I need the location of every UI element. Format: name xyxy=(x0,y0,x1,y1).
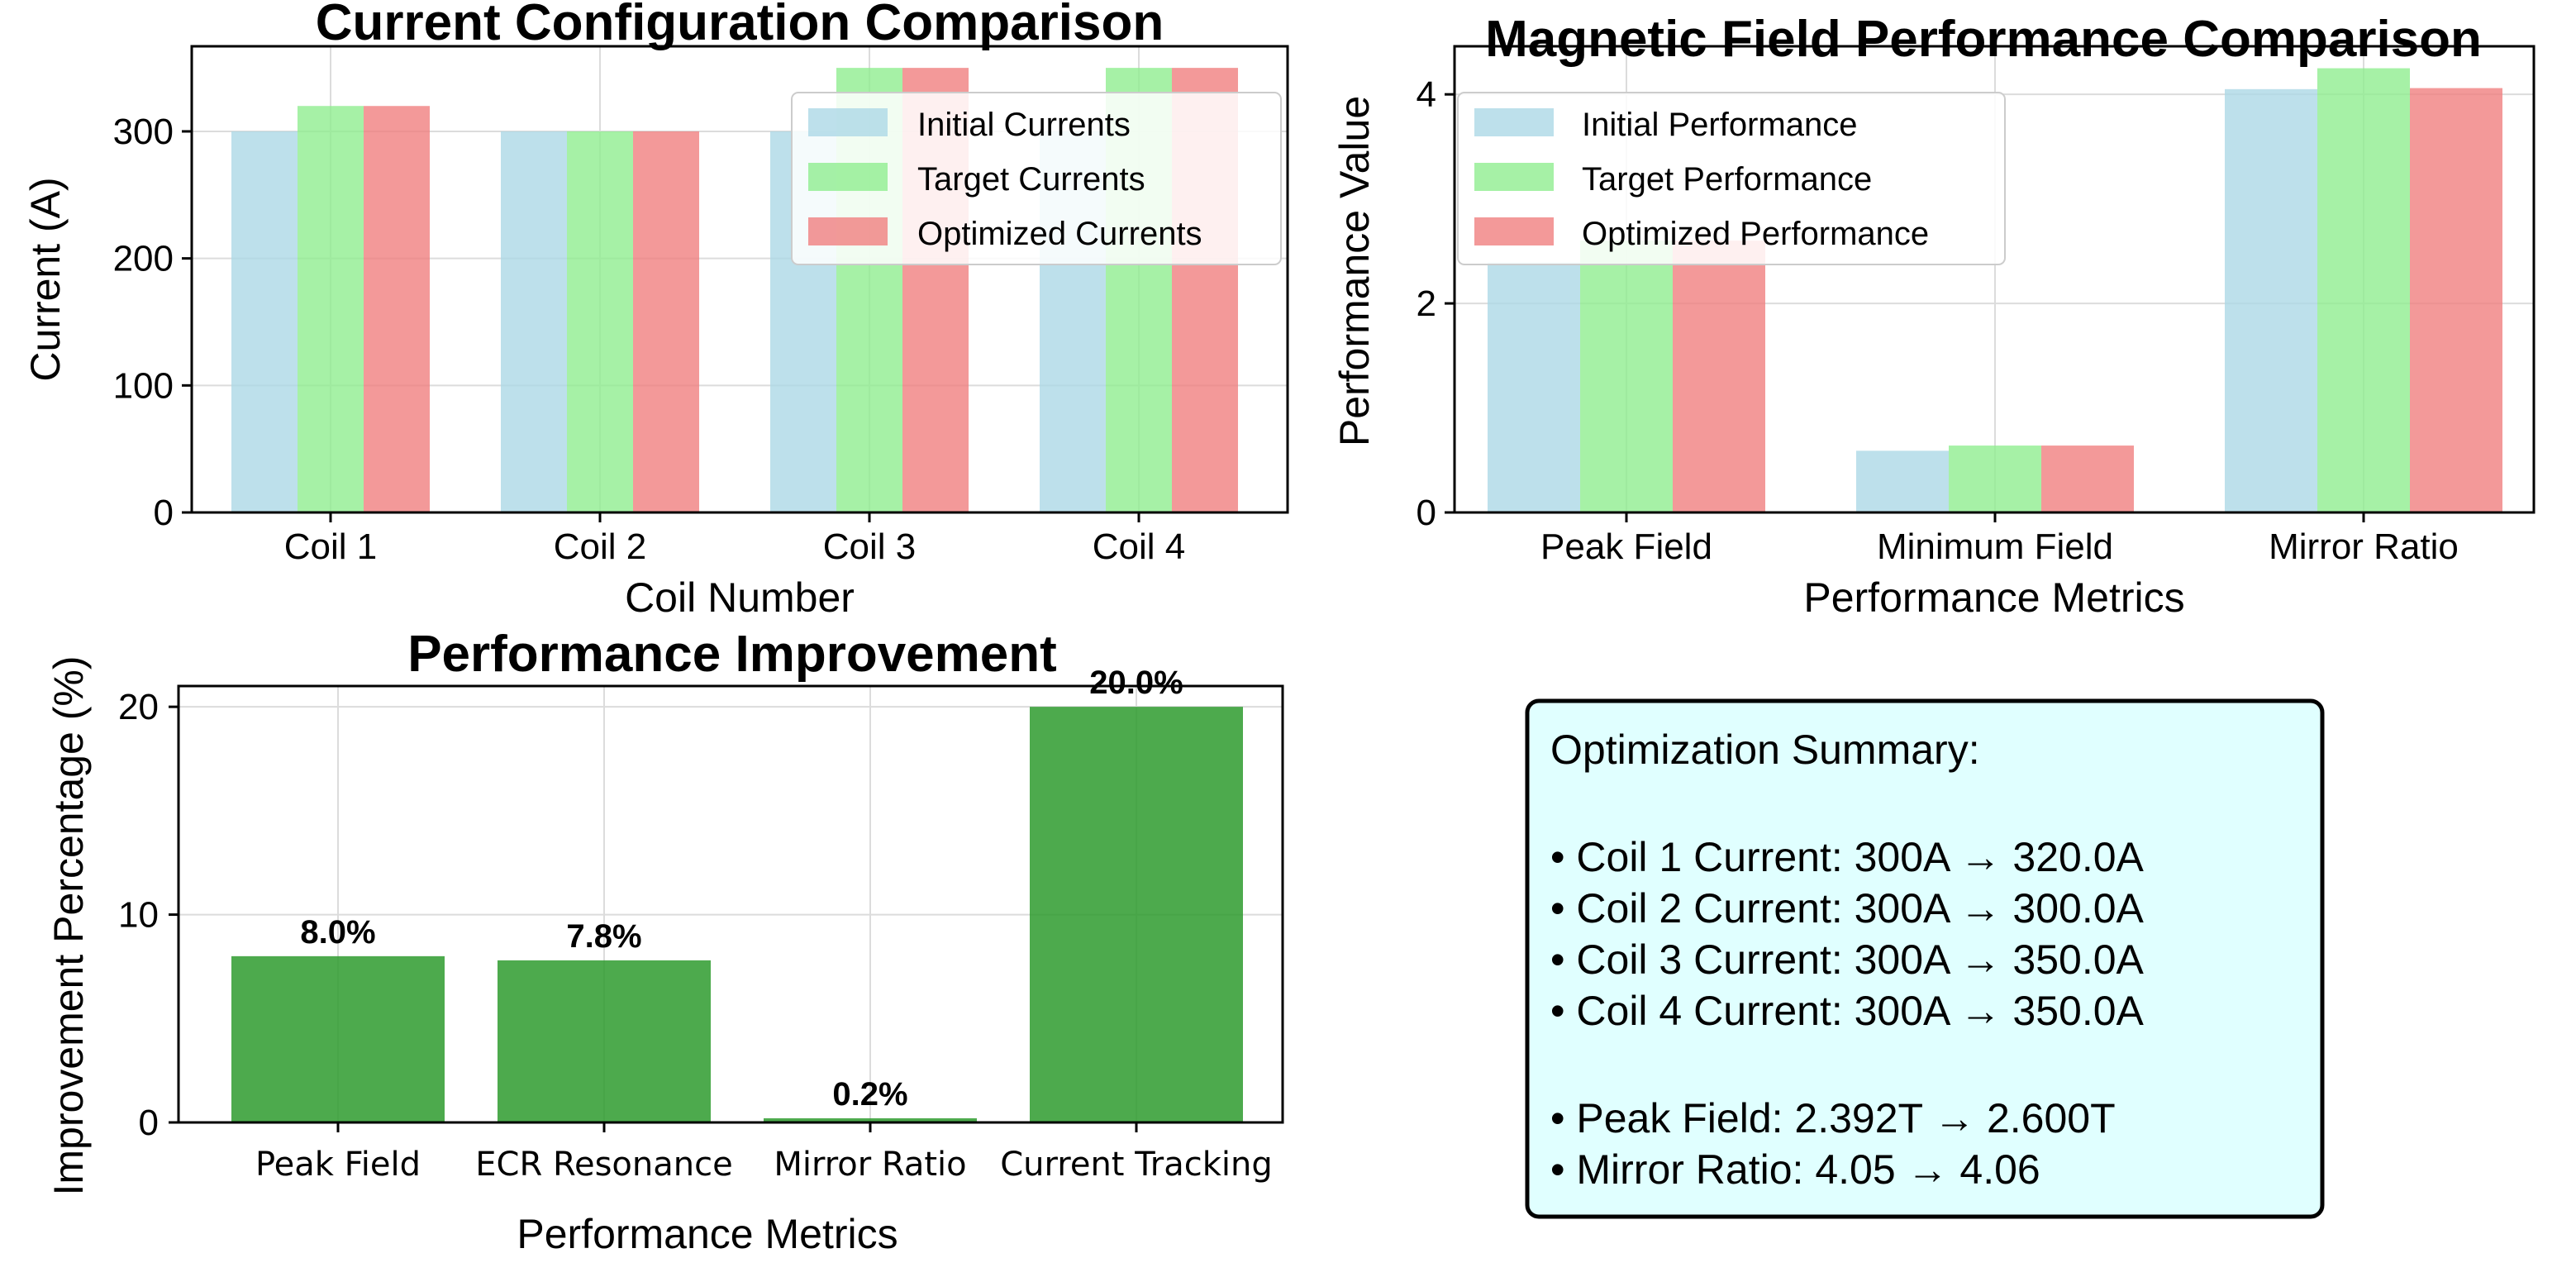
legend-swatch-initial-performance xyxy=(1474,108,1554,136)
legend-swatch-initial-currents xyxy=(808,108,888,136)
bar-improvement-peak-field xyxy=(231,955,445,1122)
x-tick-label-peak-field: Peak Field xyxy=(255,1146,421,1184)
performance-legend-box xyxy=(1457,92,2006,265)
legend-label-target-performance: Target Performance xyxy=(1582,161,1872,198)
current-chart-y-ticks: 0 100 200 300 xyxy=(113,112,192,533)
x-tick-label-coil-3: Coil 3 xyxy=(823,527,917,567)
legend-swatch-optimized-currents xyxy=(808,217,888,245)
improvement-chart-y-ticks: 0 10 20 xyxy=(118,687,179,1143)
legend-swatch-target-performance xyxy=(1474,163,1554,191)
data-label-current-tracking: 20.0% xyxy=(1089,665,1183,701)
current-chart-legend: Initial Currents Target Currents Optimiz… xyxy=(791,92,1282,265)
current-legend-box xyxy=(791,92,1282,265)
y-tick-label: 20 xyxy=(118,687,159,727)
current-chart-bars xyxy=(231,68,1238,512)
performance-chart-bars xyxy=(1488,68,2502,513)
bar-initial-performance-mirror-ratio xyxy=(2225,88,2317,512)
legend-label-optimized-performance: Optimized Performance xyxy=(1582,216,1929,252)
bar-improvement-ecr-resonance xyxy=(498,960,711,1122)
summary-coil-1: • Coil 1 Current: 300A → 320.0A xyxy=(1550,834,2145,880)
performance-chart-x-ticks: Peak Field Minimum Field Mirror Ratio xyxy=(1540,512,2459,567)
bar-initial-performance-peak-field xyxy=(1488,262,1580,512)
improvement-chart-frame xyxy=(177,684,1284,1124)
bar-target-performance-minimum-field xyxy=(1949,446,2041,512)
bar-target-performance-peak-field xyxy=(1580,241,1673,512)
current-chart-frame xyxy=(190,45,1289,514)
improvement-chart-y-label: Improvement Percentage (%) xyxy=(45,655,92,1195)
y-tick-label: 100 xyxy=(113,365,174,406)
legend-label-initial-performance: Initial Performance xyxy=(1582,107,1857,143)
bar-initial-currents-coil-2 xyxy=(501,131,567,512)
bar-target-currents-coil-2 xyxy=(567,131,633,512)
bar-optimized-currents-coil-1 xyxy=(364,106,430,512)
bar-optimized-performance-minimum-field xyxy=(2041,446,2134,512)
current-chart-x-ticks: Coil 1 Coil 2 Coil 3 Coil 4 xyxy=(284,512,1186,567)
data-label-peak-field: 8.0% xyxy=(300,914,375,951)
summary-title: Optimization Summary: xyxy=(1550,727,1980,773)
improvement-chart-title: Performance Improvement xyxy=(407,626,1057,683)
improvement-chart-bars xyxy=(231,707,1243,1122)
performance-chart-title: Magnetic Field Performance Comparison xyxy=(1485,11,2482,68)
x-tick-label-peak-field: Peak Field xyxy=(1540,527,1712,567)
bar-improvement-current-tracking xyxy=(1030,707,1243,1122)
x-tick-label-mirror-ratio: Mirror Ratio xyxy=(2269,527,2459,567)
improvement-chart-x-ticks: Peak Field ECR Resonance Mirror Ratio Curre… xyxy=(255,1122,1273,1184)
bar-optimized-currents-coil-2 xyxy=(633,131,699,512)
y-tick-label: 200 xyxy=(113,239,174,279)
data-label-mirror-ratio: 0.2% xyxy=(832,1076,907,1113)
legend-swatch-target-currents xyxy=(808,163,888,191)
improvement-chart: 8.0% 7.8% 0.2% 20.0% 0 10 20 Peak Field ECR Re… xyxy=(45,626,1284,1257)
y-tick-label: 0 xyxy=(139,1103,159,1143)
performance-chart-y-ticks: 0 2 4 xyxy=(1417,74,1455,533)
x-tick-label-current-tracking: Current Tracking xyxy=(1000,1146,1272,1184)
performance-comparison-chart: 024 Peak Field Minimum Field Mirror Ratio … xyxy=(1331,11,2536,621)
x-tick-label-coil-2: Coil 2 xyxy=(554,527,647,567)
x-tick-label-ecr-resonance: ECR Resonance xyxy=(475,1146,732,1184)
bar-optimized-performance-mirror-ratio xyxy=(2410,88,2502,513)
summary-box xyxy=(1525,698,2325,1219)
current-chart-title: Current Configuration Comparison xyxy=(316,0,1164,51)
performance-chart-legend: Initial Performance Target Performance O… xyxy=(1457,92,2006,265)
current-chart-x-label: Coil Number xyxy=(625,574,855,621)
y-tick-label: 300 xyxy=(113,112,174,152)
legend-label-initial-currents: Initial Currents xyxy=(917,107,1131,143)
current-chart-y-label: Current (A) xyxy=(22,177,69,381)
bar-optimized-performance-peak-field xyxy=(1673,241,1765,512)
y-tick-label: 0 xyxy=(1417,493,1436,533)
x-tick-label-mirror-ratio: Mirror Ratio xyxy=(774,1146,966,1184)
improvement-chart-x-label: Performance Metrics xyxy=(517,1211,898,1257)
y-tick-label: 0 xyxy=(154,493,174,533)
performance-chart-x-label: Performance Metrics xyxy=(1803,574,2184,621)
summary-peak-field: • Peak Field: 2.392T → 2.600T xyxy=(1550,1095,2116,1141)
x-tick-label-coil-4: Coil 4 xyxy=(1093,527,1186,567)
performance-chart-y-label: Performance Value xyxy=(1331,96,1378,446)
bar-target-performance-mirror-ratio xyxy=(2317,68,2410,513)
summary-coil-2: • Coil 2 Current: 300A → 300.0A xyxy=(1550,885,2145,932)
legend-label-target-currents: Target Currents xyxy=(917,161,1145,198)
data-label-ecr-resonance: 7.8% xyxy=(566,918,641,955)
bar-target-currents-coil-1 xyxy=(298,106,364,512)
optimization-summary: Optimization Summary: • Coil 1 Current: … xyxy=(1525,698,2325,1219)
summary-coil-3: • Coil 3 Current: 300A → 350.0A xyxy=(1550,936,2145,983)
summary-coil-4: • Coil 4 Current: 300A → 350.0A xyxy=(1550,988,2145,1034)
y-tick-label: 2 xyxy=(1417,284,1436,324)
bar-initial-currents-coil-1 xyxy=(231,131,298,512)
summary-mirror-ratio: • Mirror Ratio: 4.05 → 4.06 xyxy=(1550,1146,2040,1193)
bar-initial-performance-minimum-field xyxy=(1856,450,1949,512)
x-tick-label-minimum-field: Minimum Field xyxy=(1877,527,2113,567)
y-tick-label: 4 xyxy=(1417,74,1436,115)
improvement-chart-data-labels: 8.0% 7.8% 0.2% 20.0% xyxy=(300,665,1183,1113)
x-tick-label-coil-1: Coil 1 xyxy=(284,527,378,567)
bar-improvement-mirror-ratio xyxy=(764,1117,977,1122)
y-tick-label: 10 xyxy=(118,895,159,936)
legend-swatch-optimized-performance xyxy=(1474,217,1554,245)
legend-label-optimized-currents: Optimized Currents xyxy=(917,216,1202,252)
